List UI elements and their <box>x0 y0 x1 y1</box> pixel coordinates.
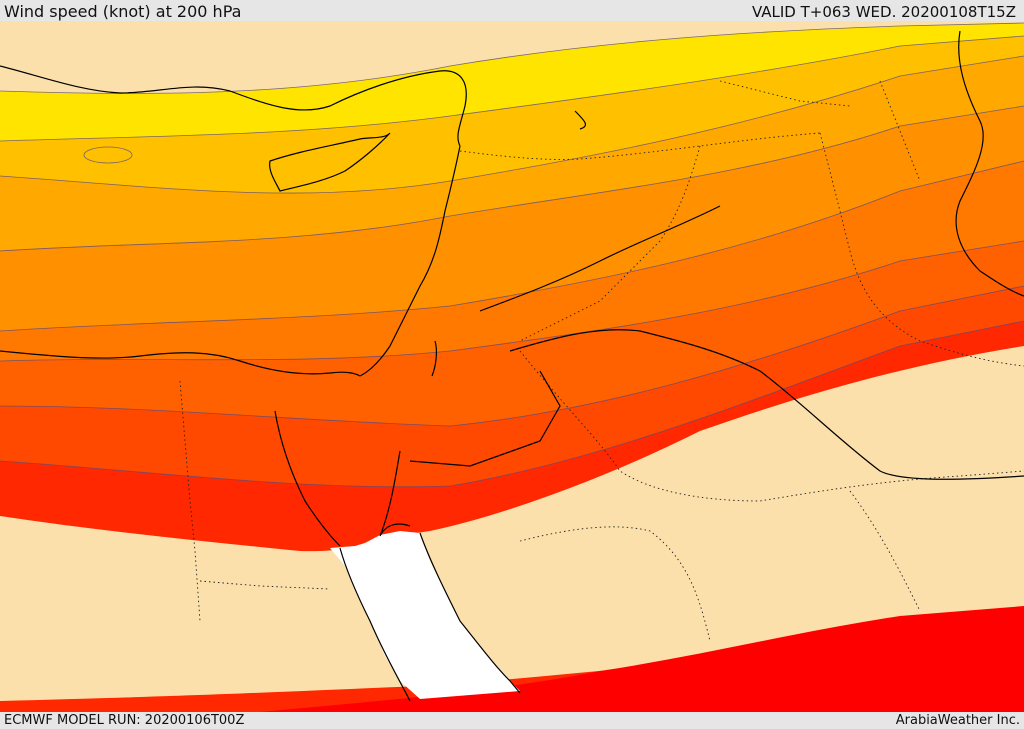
valid-time: VALID T+063 WED. 20200108T15Z <box>751 3 1016 21</box>
region-line-north <box>479 205 721 312</box>
coastline-turkey <box>0 65 467 147</box>
coastline-levant <box>359 145 461 377</box>
band-9 <box>260 606 1024 712</box>
footer-bar: ECMWF MODEL RUN: 20200106T00Z ArabiaWeat… <box>0 712 1024 729</box>
model-run-label: ECMWF MODEL RUN: 20200106T00Z <box>4 713 245 728</box>
coastline-sinai-gulfs <box>274 410 411 547</box>
border-saudi-north <box>519 350 1024 502</box>
border-saudi-yemen <box>519 526 711 642</box>
border-syria-iraq <box>519 145 701 342</box>
lake-tuz <box>574 110 587 130</box>
coastline-cyprus <box>269 132 391 192</box>
header-bar: Wind speed (knot) at 200 hPa VALID T+063… <box>0 0 1024 21</box>
red-sea <box>330 531 520 699</box>
coastline-egypt-north <box>0 350 361 377</box>
dead-sea <box>431 340 438 377</box>
credit-label: ArabiaWeather Inc. <box>895 713 1020 728</box>
wind-speed-map <box>0 21 1024 712</box>
region-line-south <box>409 370 561 467</box>
coastline-red-sea-east <box>419 532 521 694</box>
map-title: Wind speed (knot) at 200 hPa <box>4 2 242 21</box>
band-south-light <box>0 346 1024 701</box>
coastline-gulf <box>955 30 1024 297</box>
coastline-red-sea-west <box>339 547 411 702</box>
border-egypt-libya <box>179 380 201 622</box>
border-turkey-syria <box>459 132 821 160</box>
region-line-central <box>509 329 1024 480</box>
